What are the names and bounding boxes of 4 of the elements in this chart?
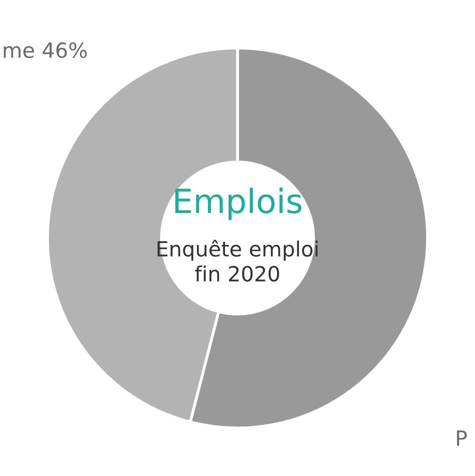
text: Enquête emploi fin 2020 xyxy=(158,240,318,282)
slice-label: me 46% xyxy=(4,42,87,58)
slice-label: P xyxy=(457,430,467,446)
text: Emplois xyxy=(175,188,302,220)
